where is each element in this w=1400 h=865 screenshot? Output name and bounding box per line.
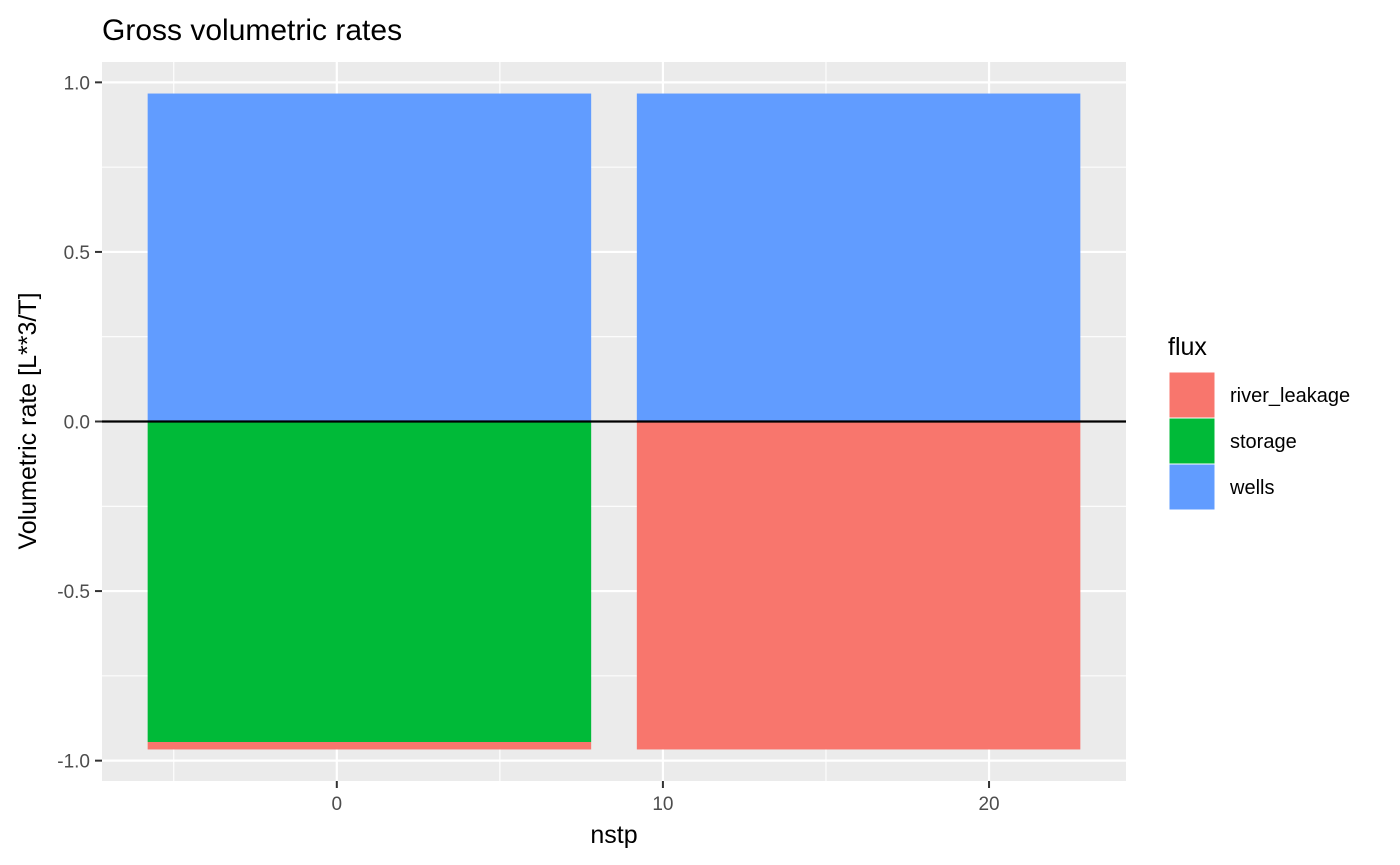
bar-layer (147, 93, 1081, 750)
chart-title: Gross volumetric rates (102, 14, 402, 47)
x-tick-label: 20 (978, 794, 999, 815)
legend-label: wells (1229, 477, 1274, 499)
y-tick-label: 1.0 (64, 73, 90, 94)
bar-segment-river-leakage (636, 421, 1081, 750)
legend-key-storage (1168, 417, 1216, 465)
bar-segment-river-leakage (147, 741, 592, 750)
x-tick-label: 10 (652, 794, 673, 815)
x-axis-title: nstp (590, 821, 637, 849)
y-tick-label: 0.5 (64, 243, 90, 264)
x-axis: 0 10 20 (332, 781, 1000, 815)
legend-key-wells (1168, 463, 1216, 511)
legend-title: flux (1168, 333, 1207, 361)
bar-segment-wells (147, 93, 592, 422)
y-tick-label: 0.0 (64, 413, 90, 434)
y-tick-label: -1.0 (57, 752, 90, 773)
legend-label: storage (1230, 431, 1297, 453)
y-axis-title: Volumetric rate [L**3/T] (14, 292, 42, 549)
y-axis: -1.0 -0.5 0.0 0.5 1.0 (57, 73, 102, 773)
bar-segment-storage (147, 421, 592, 742)
legend-label: river_leakage (1230, 385, 1350, 407)
bar-segment-wells (636, 93, 1081, 422)
x-tick-label: 0 (332, 794, 343, 815)
legend-key-river-leakage (1168, 371, 1216, 419)
y-tick-label: -0.5 (57, 582, 90, 603)
